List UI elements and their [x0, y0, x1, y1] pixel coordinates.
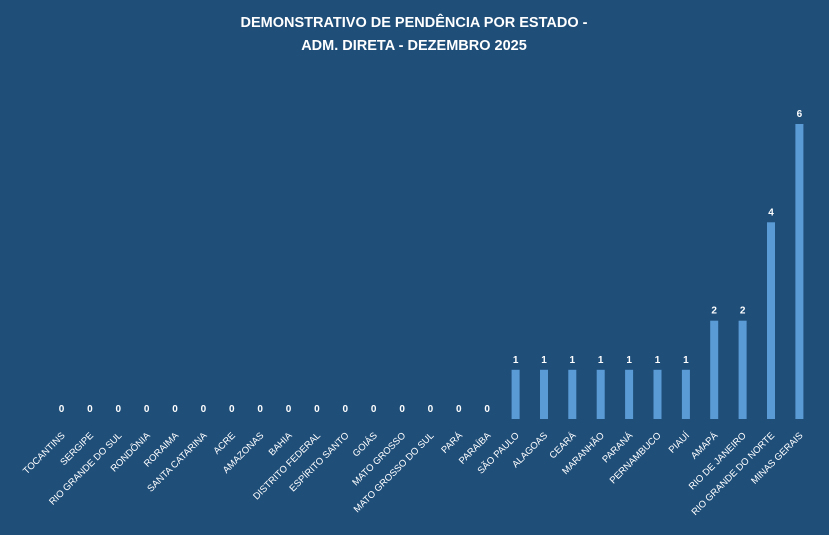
data-label-rondonia: 0 [144, 404, 150, 415]
bar-minas-gerais [795, 124, 804, 419]
data-label-minas-gerais: 6 [797, 109, 803, 120]
bar-maranhao [596, 369, 605, 419]
data-label-mato-grosso-do-sul: 0 [428, 404, 434, 415]
bar-series [511, 124, 804, 419]
data-label-para: 0 [456, 404, 462, 415]
data-label-espirito-santo: 0 [343, 404, 349, 415]
data-label-maranhao: 1 [598, 355, 604, 366]
data-label-piaui: 1 [683, 355, 689, 366]
data-label-mato-grosso: 0 [399, 404, 405, 415]
data-label-bahia: 0 [286, 404, 292, 415]
data-label-acre: 0 [229, 404, 235, 415]
bar-pernambuco [653, 369, 662, 419]
bar-alagoas [540, 369, 548, 419]
bar-rio-de-janeiro [738, 320, 747, 419]
data-labels: 0 0 0 0 0 0 0 0 0 0 0 0 0 0 0 0 1 1 1 1 1 1 1 2 2 4 6 [59, 109, 803, 415]
data-label-paraiba: 0 [484, 404, 490, 415]
data-label-rio-grande-do-sul: 0 [116, 404, 122, 415]
data-label-rio-grande-do-norte: 4 [768, 207, 774, 218]
data-label-sao-paulo: 1 [513, 355, 519, 366]
data-label-goias: 0 [371, 404, 377, 415]
data-label-ceara: 1 [570, 355, 576, 366]
data-label-rio-de-janeiro: 2 [740, 306, 746, 317]
bar-ceara [568, 369, 577, 419]
bar-rio-grande-do-norte [767, 222, 775, 419]
data-label-distrito-federal: 0 [314, 404, 320, 415]
bar-piaui [681, 369, 690, 419]
data-label-sergipe: 0 [87, 404, 93, 415]
bar-amapa [710, 320, 719, 419]
data-label-alagoas: 1 [541, 355, 547, 366]
bar-sao-paulo [511, 369, 520, 419]
data-label-amapa: 2 [711, 306, 717, 317]
chart-subtitle: ADM. DIRETA - DEZEMBRO 2025 [301, 38, 527, 54]
data-label-pernambuco: 1 [655, 355, 661, 366]
data-label-roraima: 0 [172, 404, 178, 415]
data-label-tocantins: 0 [59, 404, 65, 415]
bar-parana [625, 369, 634, 419]
data-label-amazonas: 0 [257, 404, 263, 415]
chart-title: DEMONSTRATIVO DE PENDÊNCIA POR ESTADO - [241, 13, 588, 31]
data-label-parana: 1 [626, 355, 632, 366]
data-label-santa-catarina: 0 [201, 404, 207, 415]
